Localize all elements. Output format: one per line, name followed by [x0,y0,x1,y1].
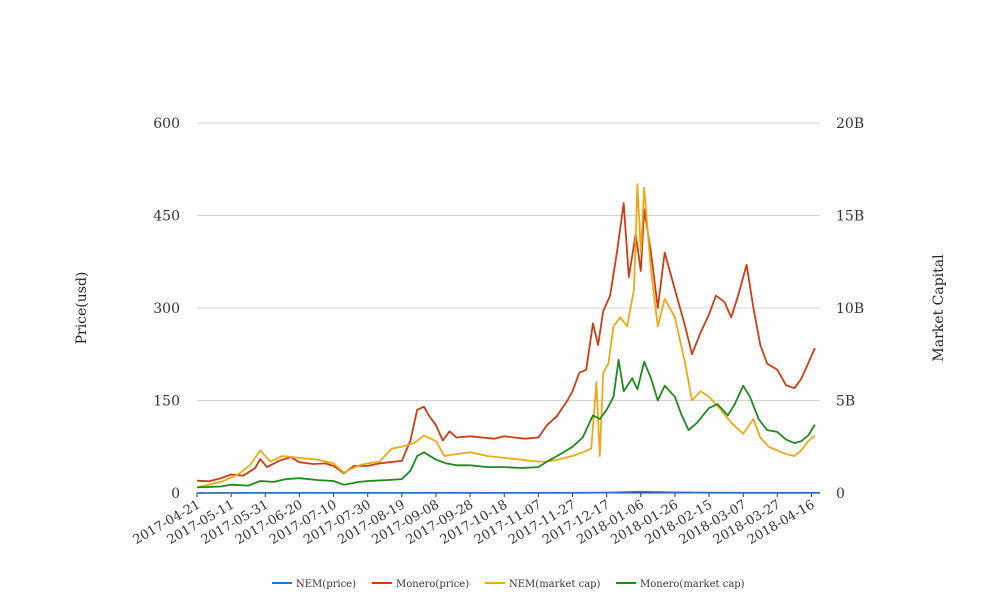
series-line-monero-price [196,202,816,483]
y-tick-label: 300 [153,301,180,317]
y-tick-label: 150 [153,394,180,410]
series-line-nem-price [196,490,820,494]
legend-item: Monero(price) [372,579,469,590]
legend-label: Monero(market cap) [640,579,745,590]
y-tick-label: 0 [171,486,180,502]
series-line-nem-market-cap [196,183,816,489]
left-axis-title: Price(usd) [74,272,90,345]
series-line-monero-market-cap [196,358,816,489]
y2-tick-label: 5B [836,394,855,410]
legend-item: NEM(market cap) [485,579,601,590]
legend: NEM(price) Monero(price) NEM(market cap) Mo… [272,579,745,590]
right-y-axis: 0 5B 10B 15B 20B [836,116,864,502]
y2-tick-label: 15B [836,209,864,225]
y2-tick-label: 0 [836,486,845,502]
legend-item: Monero(market cap) [616,579,745,590]
y-tick-label: 600 [153,116,180,132]
y-tick-label: 450 [153,209,180,225]
y2-tick-label: 20B [836,116,864,132]
legend-item: NEM(price) [272,579,356,590]
legend-label: Monero(price) [396,579,469,590]
right-axis-title: Market Capital [931,254,947,362]
legend-label: NEM(price) [296,579,356,590]
legend-label: NEM(market cap) [509,579,601,590]
y2-tick-label: 10B [836,301,864,317]
x-axis: 2017-04-212017-05-112017-05-312017-06-20… [131,493,817,548]
left-y-axis: 0 150 300 450 600 [153,116,180,502]
series-lines [196,183,820,494]
